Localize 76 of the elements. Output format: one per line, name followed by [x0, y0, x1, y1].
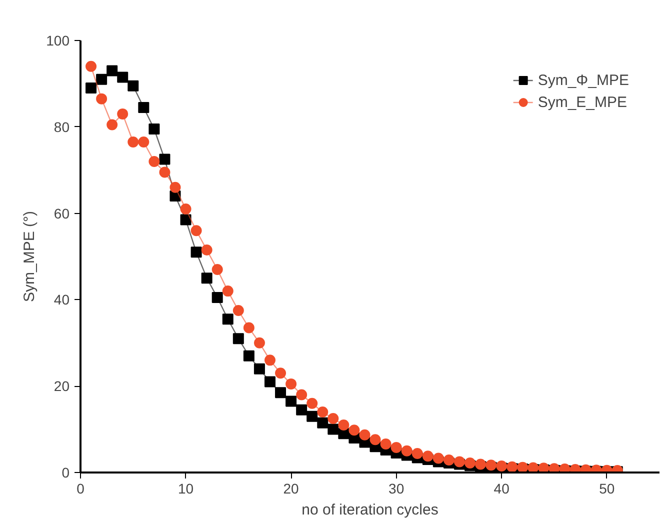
- point: [106, 65, 118, 76]
- point: [128, 80, 139, 92]
- y-tick-label: 20: [54, 378, 70, 394]
- point: [117, 72, 128, 83]
- y-axis-title: Sym_MPE (°): [21, 210, 38, 302]
- y-tick-label: 60: [54, 205, 70, 222]
- point: [359, 429, 370, 440]
- point: [401, 445, 412, 456]
- point: [232, 333, 244, 344]
- point: [243, 350, 254, 362]
- point: [286, 378, 297, 390]
- point: [180, 214, 192, 226]
- point: [328, 424, 339, 435]
- point: [190, 246, 202, 258]
- point: [264, 376, 276, 388]
- point: [328, 413, 339, 424]
- point: [128, 136, 139, 148]
- point: [348, 424, 360, 436]
- x-tick-label: 0: [76, 480, 85, 496]
- point: [117, 108, 128, 120]
- point: [212, 264, 223, 275]
- point: [232, 305, 244, 316]
- x-axis-title: no of iteration cycles: [302, 502, 438, 518]
- point: [138, 136, 150, 148]
- point: [306, 410, 318, 422]
- point: [86, 60, 97, 72]
- legend-label: Sym_Φ_MPE: [538, 72, 629, 88]
- point: [243, 322, 254, 334]
- y-tick-label: 80: [54, 118, 70, 135]
- point: [317, 417, 328, 428]
- legend-label: Sym_E_MPE: [538, 94, 628, 110]
- point: [222, 286, 234, 297]
- point: [422, 450, 434, 462]
- x-tick-label: 20: [283, 480, 300, 496]
- y-tick-label: 40: [54, 292, 70, 308]
- y-tick-label: 0: [62, 464, 70, 480]
- x-tick-label: 50: [599, 480, 615, 496]
- y-tick-label: 100: [46, 32, 70, 48]
- point: [190, 225, 202, 236]
- point: [286, 396, 297, 407]
- x-tick-label: 10: [178, 480, 194, 496]
- point: [201, 272, 212, 284]
- point: [148, 124, 160, 135]
- point: [306, 398, 318, 409]
- point: [275, 368, 286, 379]
- point: [432, 452, 444, 464]
- point: [96, 93, 108, 104]
- point: [370, 434, 381, 446]
- point: [443, 454, 454, 466]
- point: [317, 406, 328, 418]
- x-tick-label: 40: [494, 480, 510, 496]
- point: [138, 102, 150, 113]
- point: [296, 389, 308, 400]
- point: [275, 387, 286, 398]
- x-tick-label: 30: [388, 480, 404, 496]
- point: [96, 74, 108, 85]
- point: [464, 458, 476, 468]
- point: [296, 404, 308, 416]
- point: [170, 182, 181, 193]
- point: [106, 119, 118, 130]
- point: [159, 154, 170, 165]
- point: [86, 82, 97, 94]
- point: [180, 203, 192, 214]
- point: [254, 363, 265, 374]
- point: [390, 442, 402, 453]
- point: [201, 244, 212, 256]
- point: [212, 292, 223, 304]
- point: [380, 438, 392, 450]
- point: [159, 166, 170, 178]
- point: [254, 337, 265, 348]
- point: [338, 419, 350, 430]
- point: [264, 354, 276, 366]
- point: [454, 456, 465, 468]
- point: [222, 314, 234, 325]
- point: [412, 448, 423, 459]
- point: [148, 156, 160, 167]
